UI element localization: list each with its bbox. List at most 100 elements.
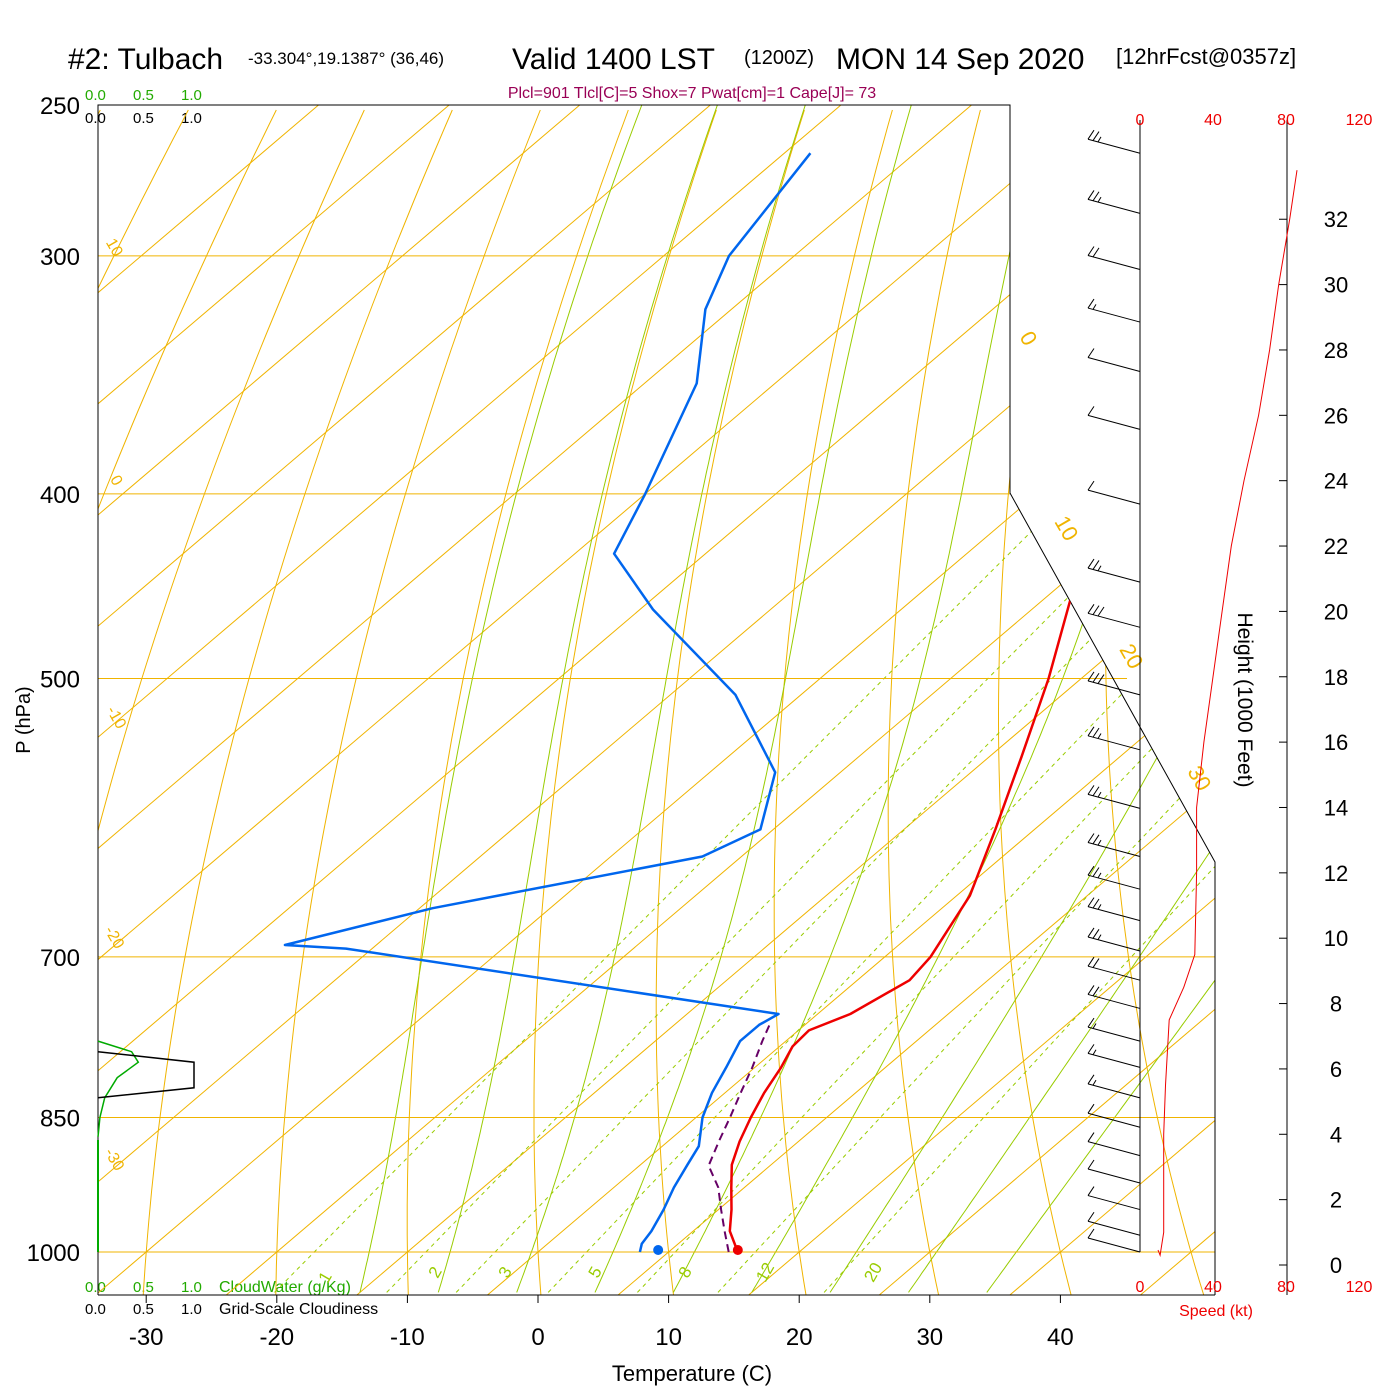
cloudiness-line: [97, 1050, 195, 1099]
isotherm: [878, 105, 1215, 1295]
dry-adiabat: [275, 109, 541, 1295]
wind-barb-staff: [1087, 993, 1141, 1009]
dry-adiabat: [142, 109, 453, 1295]
dry-adiabat: [655, 109, 805, 1295]
wind-barb-feather: [1087, 1212, 1095, 1222]
wind-barb-staff: [1087, 874, 1141, 890]
pressure-label: 250: [40, 93, 80, 120]
cloud-scale-top-green-1: 0.5: [133, 87, 154, 104]
dry-adiabat: [533, 109, 717, 1295]
cloud-scale-top-green-2: 1.0: [181, 87, 202, 104]
dry-adiabat: [773, 109, 893, 1295]
wind-barb-half-feather: [1092, 304, 1097, 310]
surface-dewpoint-dot: [653, 1245, 664, 1255]
mixing-ratio-line: [455, 493, 1215, 1293]
dry-adiabat-label: 10: [1050, 511, 1084, 545]
cloudiness-label: Grid-Scale Cloudiness: [219, 1301, 378, 1318]
height-tick-label: 24: [1324, 469, 1348, 494]
mixing-ratio-label: 3: [495, 1263, 516, 1281]
moist-adiabat: [751, 105, 1213, 1293]
valid-date: MON 14 Sep 2020: [836, 43, 1084, 76]
wind-barb-half-feather: [1092, 1049, 1097, 1055]
wind-barb-staff: [1087, 735, 1141, 751]
wind-barb-half-feather: [1097, 733, 1102, 739]
wind-barb-feather: [1087, 927, 1095, 938]
isotherm: [98, 105, 972, 1295]
parcel-line: [707, 1024, 771, 1253]
dry-adiabat: [98, 109, 365, 1295]
moist-adiabat: [829, 105, 1215, 1293]
height-tick-label: 32: [1324, 207, 1348, 232]
wind-barb-staff: [1087, 1141, 1141, 1157]
wind-barb-feather: [1087, 956, 1095, 967]
wind-barb-feather: [1092, 247, 1100, 258]
height-tick-label: 6: [1330, 1057, 1342, 1082]
wind-barb-feather: [1087, 1017, 1095, 1028]
wind-barb-staff: [1087, 1052, 1141, 1068]
height-tick-label: 2: [1330, 1188, 1342, 1213]
isotherm: [98, 105, 1215, 1295]
height-tick-label: 4: [1330, 1122, 1342, 1147]
mixing-ratio-label: 12: [752, 1259, 778, 1285]
dry-adiabat: [406, 109, 629, 1295]
wind-barb-feather: [1087, 298, 1095, 309]
wind-barb-feather: [1087, 785, 1095, 795]
wind-barb-feather: [1087, 985, 1095, 995]
speed-tick-label: 80: [1277, 1279, 1295, 1296]
cloud-scale-top-black-0: 0.0: [85, 110, 106, 127]
isotherm: [98, 105, 1215, 1295]
cloud-water-line: [97, 1040, 140, 1137]
wind-barb-staff: [1087, 357, 1141, 372]
pressure-label: 500: [40, 667, 80, 694]
temperature-tick-label: 20: [786, 1324, 813, 1351]
wind-barb-feather: [1092, 191, 1100, 202]
cloud-scale-bottom-black-1: 0.5: [133, 1301, 154, 1318]
wind-barb-feather: [1087, 604, 1095, 614]
speed-tick-label: 120: [1346, 112, 1373, 129]
isotherm: [98, 105, 711, 1295]
dry-adiabat: [98, 109, 277, 1295]
wind-barb-staff: [1087, 198, 1141, 214]
moist-adiabat: [359, 105, 643, 1293]
wind-barb-staff: [1087, 138, 1141, 154]
mixing-ratio-label: 8: [675, 1263, 696, 1281]
mixing-ratio-label: 5: [585, 1263, 606, 1281]
wind-barb-half-feather: [1097, 136, 1102, 143]
wind-barb-feather: [1092, 898, 1100, 909]
dry-adiabat-label: 0: [1015, 327, 1043, 350]
plot-frame: [97, 104, 1216, 1295]
moist-adiabat: [594, 105, 912, 1293]
valid-time: Valid 1400 LST: [512, 43, 715, 76]
cloud-scale-bottom-green-0: 0.0: [85, 1279, 106, 1296]
surface-temperature-dot: [732, 1245, 743, 1255]
isotherm: [748, 105, 1215, 1295]
wind-barb-feather: [1087, 558, 1095, 569]
wind-barb-staff: [1087, 936, 1141, 952]
temperature-tick-label: 10: [655, 1324, 682, 1351]
cloud-water-label: CloudWater (g/Kg): [219, 1279, 351, 1296]
mixing-ratio-label: 20: [860, 1259, 886, 1285]
wind-barb-feather: [1097, 606, 1105, 617]
pressure-label: 300: [40, 244, 80, 271]
wind-barb-feather: [1092, 834, 1100, 845]
wind-barb-staff: [1087, 1168, 1141, 1184]
wind-barb-staff: [1087, 255, 1141, 271]
wind-barb-staff: [1087, 965, 1141, 981]
temperature-tick-label: -30: [129, 1324, 164, 1351]
wind-barb-half-feather: [1097, 196, 1102, 203]
zulu-time: (1200Z): [744, 47, 814, 69]
dry-adiabat-label: -20: [101, 923, 127, 952]
wind-barb-feather: [1087, 1044, 1095, 1054]
forecast-info: [12hrFcst@0357z]: [1116, 44, 1296, 69]
height-tick-label: 12: [1324, 861, 1348, 886]
wind-barb-feather: [1087, 129, 1095, 140]
wind-barb-feather: [1087, 897, 1095, 907]
isotherm: [1140, 105, 1215, 1295]
station-coords: -33.304°,19.1387° (36,46): [248, 49, 444, 68]
wind-barb-feather: [1092, 560, 1100, 570]
wind-barb-feather: [1092, 929, 1100, 939]
wind-barb-staff: [1087, 793, 1141, 809]
wind-barb-feather: [1087, 1159, 1095, 1170]
isotherm: [487, 105, 1215, 1295]
